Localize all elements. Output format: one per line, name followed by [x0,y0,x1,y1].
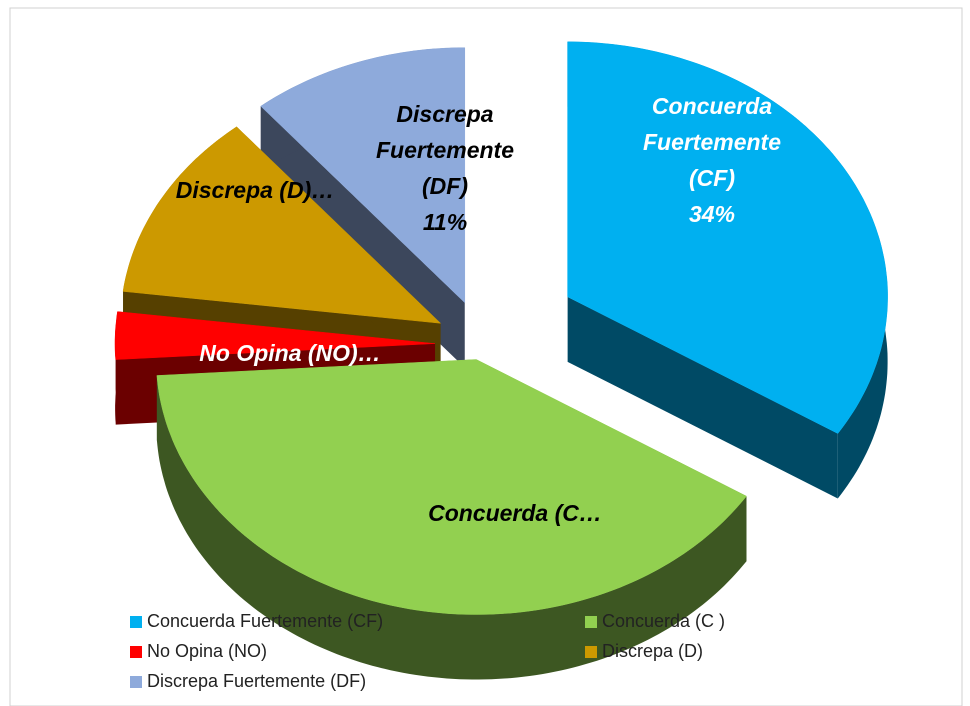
data-label: (DF) [422,173,468,199]
slice-side [567,296,838,499]
legend-swatch [585,616,597,628]
data-label: Discrepa (D)… [176,177,334,203]
legend-swatch [130,676,142,688]
slice [260,47,466,304]
slice [156,359,747,615]
data-label: 11% [423,209,467,235]
data-label: (CF) [689,165,735,191]
legend-label: Discrepa Fuertemente (DF) [147,671,366,691]
data-label: Discrepa [396,101,493,127]
data-label: No Opina (NO)… [199,340,380,366]
data-label: Fuertemente [643,129,781,155]
legend-label: No Opina (NO) [147,641,267,661]
data-label: 34% [689,201,735,227]
legend-swatch [130,646,142,658]
slice [114,311,436,360]
slice [122,126,442,324]
legend-swatch [130,616,142,628]
legend-label: Concuerda (C ) [602,611,725,631]
data-label: Fuertemente [376,137,514,163]
legend-label: Discrepa (D) [602,641,703,661]
legend-label: Concuerda Fuertemente (CF) [147,611,383,631]
data-label: Concuerda (C… [428,500,602,526]
slice [567,41,888,434]
data-label: Concuerda [652,93,772,119]
legend-swatch [585,646,597,658]
slice-wall [156,375,747,680]
